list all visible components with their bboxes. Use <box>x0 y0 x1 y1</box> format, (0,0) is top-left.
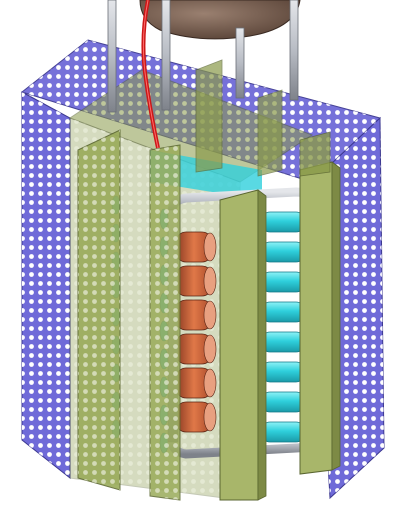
red-cable <box>141 0 160 149</box>
cyan-rod <box>261 241 305 263</box>
copper-coil-face <box>203 232 217 262</box>
cyan-rod <box>261 211 305 233</box>
copper-coil-face <box>203 334 217 364</box>
olive-support-frame <box>77 59 341 501</box>
cyan-rod <box>261 421 305 443</box>
copper-coil-face <box>203 300 217 330</box>
cyan-rod <box>261 271 305 293</box>
vertical-support-rods <box>107 0 299 113</box>
cyan-rod <box>261 331 305 353</box>
copper-coil-stack <box>175 231 217 433</box>
copper-coil-face <box>203 266 217 296</box>
copper-coil-face <box>203 368 217 398</box>
cyan-rod-stack <box>261 211 305 443</box>
cyan-rod <box>261 361 305 383</box>
cyan-rod <box>261 301 305 323</box>
copper-coil-face <box>203 402 217 432</box>
cyan-rod <box>261 391 305 413</box>
